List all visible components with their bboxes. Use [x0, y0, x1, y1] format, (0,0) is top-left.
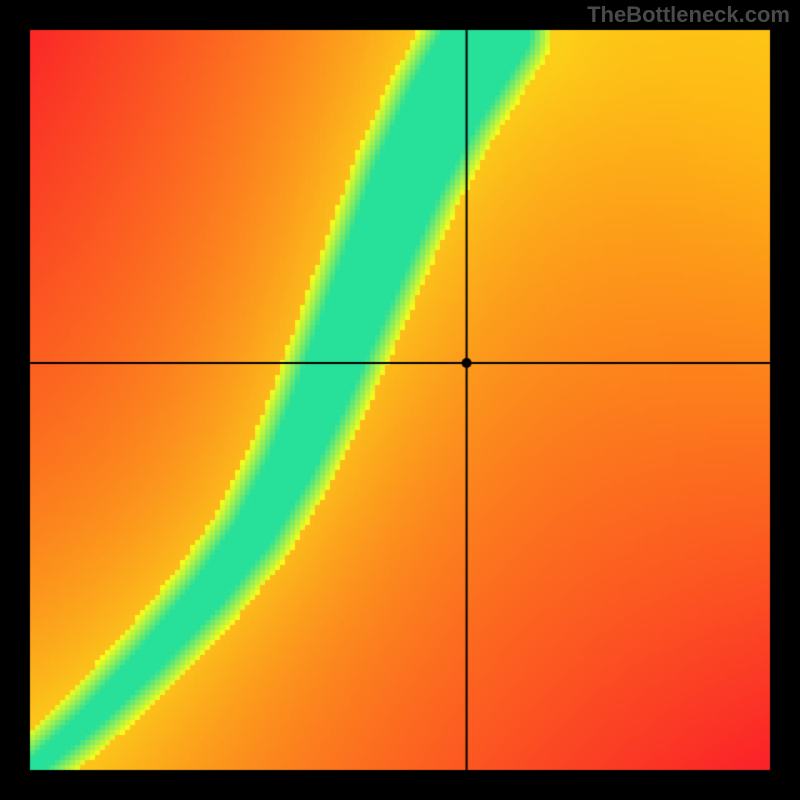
- chart-container: TheBottleneck.com: [0, 0, 800, 800]
- attribution-text: TheBottleneck.com: [587, 2, 790, 28]
- bottleneck-heatmap: [0, 0, 800, 800]
